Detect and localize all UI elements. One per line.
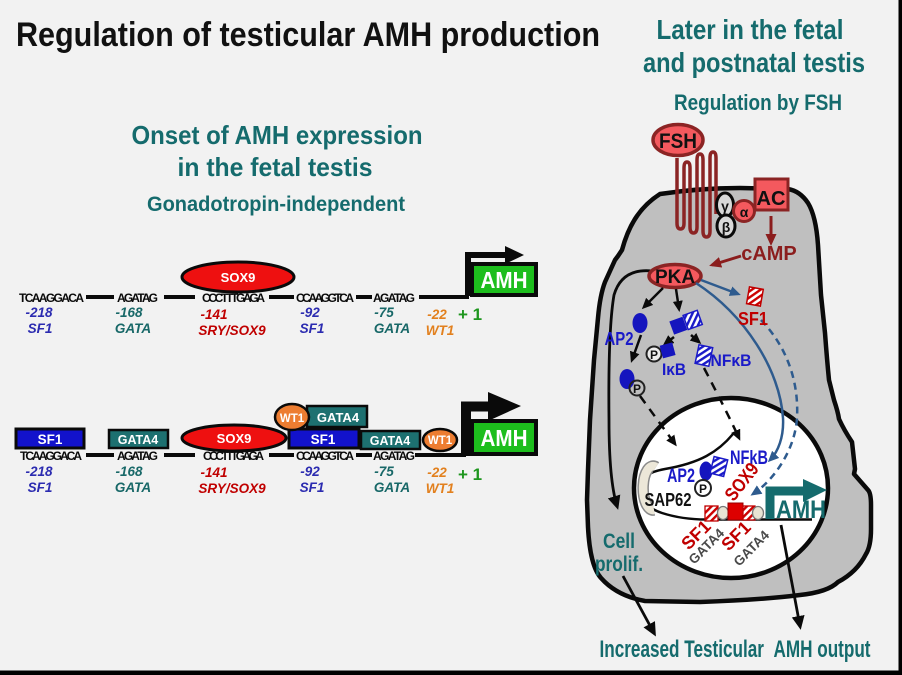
svg-text:GATA4: GATA4: [370, 434, 411, 448]
svg-text:α: α: [740, 204, 749, 220]
svg-text:+ 1: + 1: [458, 465, 482, 484]
svg-text:prolif.: prolif.: [595, 553, 643, 576]
svg-text:CCCTTTGAGA: CCCTTTGAGA: [203, 449, 264, 463]
svg-text:Later in the fetal: Later in the fetal: [657, 14, 844, 45]
svg-text:-92: -92: [300, 464, 320, 479]
svg-text:WT1: WT1: [280, 413, 305, 425]
svg-text:GATA: GATA: [115, 480, 151, 495]
svg-text:WT1: WT1: [428, 435, 453, 447]
svg-text:SAP62: SAP62: [645, 490, 692, 510]
svg-text:SF1: SF1: [28, 480, 53, 495]
svg-text:-168: -168: [115, 464, 143, 479]
svg-text:SRY/SOX9: SRY/SOX9: [198, 481, 266, 496]
svg-text:AC: AC: [757, 188, 786, 210]
svg-text:SOX9: SOX9: [221, 270, 256, 285]
svg-text:AGATAG: AGATAG: [117, 449, 158, 463]
svg-text:-22: -22: [427, 307, 447, 322]
svg-text:+ 1: + 1: [458, 305, 482, 324]
svg-text:GATA: GATA: [115, 321, 151, 336]
svg-text:cAMP: cAMP: [741, 243, 797, 265]
svg-text:Increased Testicular AMH outp: Increased Testicular AMH output: [600, 636, 871, 663]
svg-text:SF1: SF1: [738, 309, 768, 329]
svg-text:GATA4: GATA4: [118, 433, 159, 447]
svg-text:FSH: FSH: [659, 130, 697, 153]
svg-text:AMH: AMH: [776, 496, 826, 524]
svg-text:GATA: GATA: [374, 321, 410, 336]
svg-text:P: P: [633, 382, 641, 396]
svg-text:WT1: WT1: [426, 323, 455, 338]
svg-text:γ: γ: [721, 198, 729, 214]
svg-text:CCAAGGTCA: CCAAGGTCA: [296, 449, 354, 463]
svg-text:NFκB: NFκB: [711, 351, 752, 370]
svg-text:TCAAGGACA: TCAAGGACA: [19, 291, 84, 305]
svg-text:P: P: [650, 348, 658, 362]
svg-text:-75: -75: [374, 305, 394, 320]
svg-text:-141: -141: [200, 465, 227, 480]
svg-text:SRY/SOX9: SRY/SOX9: [198, 323, 266, 338]
svg-text:SF1: SF1: [300, 480, 325, 495]
svg-text:AGATAG: AGATAG: [373, 291, 415, 305]
svg-text:-218: -218: [25, 305, 53, 320]
svg-text:Cell: Cell: [603, 530, 635, 553]
svg-text:in the fetal testis: in the fetal testis: [178, 152, 373, 182]
svg-text:AGATAG: AGATAG: [117, 291, 158, 305]
svg-text:-168: -168: [115, 305, 143, 320]
svg-text:SF1: SF1: [311, 432, 336, 447]
svg-text:AMH: AMH: [481, 425, 528, 451]
svg-text:AP2: AP2: [605, 329, 634, 349]
svg-text:NFkB: NFkB: [730, 448, 768, 469]
svg-text:AGATAG: AGATAG: [373, 449, 415, 463]
svg-text:Gonadotropin-independent: Gonadotropin-independent: [147, 193, 405, 216]
svg-text:WT1: WT1: [426, 481, 455, 496]
svg-text:PKA: PKA: [655, 267, 695, 288]
svg-text:GATA4: GATA4: [317, 410, 360, 425]
svg-text:SF1: SF1: [38, 432, 63, 447]
svg-text:P: P: [699, 482, 707, 496]
svg-text:-218: -218: [25, 464, 53, 479]
svg-text:SOX9: SOX9: [217, 431, 252, 446]
svg-text:and postnatal testis: and postnatal testis: [643, 47, 865, 78]
svg-text:AMH: AMH: [481, 267, 528, 293]
svg-text:-75: -75: [374, 464, 394, 479]
svg-text:SF1: SF1: [28, 321, 53, 336]
svg-text:Regulation by FSH: Regulation by FSH: [674, 90, 842, 115]
svg-text:-22: -22: [427, 465, 447, 480]
svg-text:-92: -92: [300, 305, 320, 320]
svg-text:CCAAGGTCA: CCAAGGTCA: [296, 291, 354, 305]
svg-text:Regulation of testicular AMH p: Regulation of testicular AMH production: [16, 16, 600, 54]
svg-text:GATA: GATA: [374, 480, 410, 495]
svg-text:SF1: SF1: [300, 321, 325, 336]
svg-text:AP2: AP2: [667, 466, 695, 487]
svg-text:IκB: IκB: [662, 360, 686, 379]
svg-text:β: β: [722, 219, 731, 235]
svg-text:-141: -141: [200, 307, 227, 322]
svg-text:CCCTTTGAGA: CCCTTTGAGA: [202, 291, 265, 305]
svg-text:Onset of AMH expression: Onset of AMH expression: [132, 120, 423, 150]
svg-text:TCAAGGACA: TCAAGGACA: [20, 449, 82, 463]
